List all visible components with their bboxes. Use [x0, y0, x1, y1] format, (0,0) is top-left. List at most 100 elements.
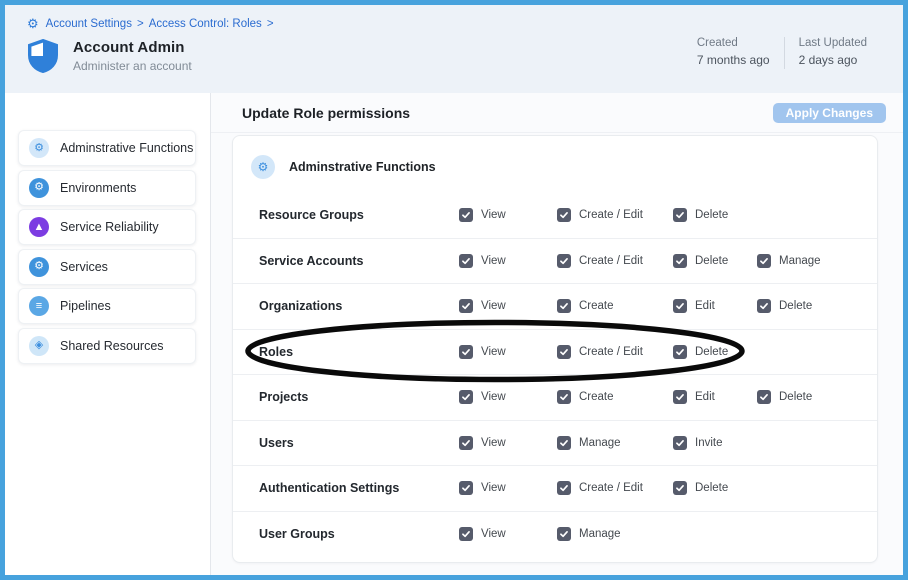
permission-resource-groups-delete: Delete: [673, 207, 729, 222]
permission-service-accounts-view: View: [459, 253, 506, 268]
permission-service-accounts-delete: Delete: [673, 253, 728, 268]
last-updated-label: Last Updated: [798, 37, 867, 49]
last-updated-value: 2 days ago: [798, 53, 858, 67]
title-row: Account Admin Administer an account: [27, 39, 885, 73]
permission-resource-groups-view: View: [459, 207, 506, 222]
main-panel: Update Role permissions Apply Changes ⚙ …: [211, 93, 903, 575]
permission-organizations-create: Create: [557, 299, 614, 314]
checkbox-create-edit-checked[interactable]: [557, 207, 571, 222]
checkbox-delete-checked[interactable]: [673, 253, 687, 268]
permission-label: Manage: [579, 436, 621, 449]
permission-organizations-delete: Delete: [757, 299, 812, 314]
checkbox-create-checked[interactable]: [557, 390, 571, 405]
sidebar-item-label: Pipelines: [60, 299, 111, 313]
permission-label: Delete: [695, 482, 729, 495]
sidebar-item-service-reliability[interactable]: ▲ Service Reliability: [18, 209, 196, 245]
checkbox-manage-checked[interactable]: [557, 435, 571, 450]
section-header: ⚙ Adminstrative Functions: [233, 136, 877, 192]
permission-label: Manage: [779, 254, 821, 267]
apply-changes-button[interactable]: Apply Changes: [772, 102, 886, 123]
checkbox-manage-checked[interactable]: [557, 526, 571, 541]
permission-users-manage: Manage: [557, 435, 621, 450]
permission-label: Create / Edit: [579, 254, 643, 267]
checkbox-create-edit-checked[interactable]: [557, 481, 571, 496]
checkbox-view-checked[interactable]: [459, 207, 473, 222]
permission-label: View: [481, 345, 506, 358]
checkbox-view-checked[interactable]: [459, 481, 473, 496]
sidebar: ⚙ Adminstrative Functions ⚙ Environments ▲ Se…: [5, 93, 211, 575]
breadcrumb-separator: >: [136, 17, 144, 30]
permission-projects-edit: Edit: [673, 390, 715, 405]
checkbox-edit-checked[interactable]: [673, 390, 687, 405]
checkbox-create-edit-checked[interactable]: [557, 344, 571, 359]
sidebar-item-pipelines[interactable]: ≡ Pipelines: [18, 288, 196, 324]
main-titlebar: Update Role permissions Apply Changes: [211, 93, 903, 133]
breadcrumb-link-access-control-roles[interactable]: Access Control: Roles: [148, 17, 262, 30]
checkbox-create-edit-checked[interactable]: [557, 253, 571, 268]
sidebar-item-services[interactable]: ⚙ Services: [18, 248, 196, 285]
permission-label: Create / Edit: [579, 482, 643, 495]
checkbox-delete-checked[interactable]: [673, 207, 687, 222]
permission-label: Create / Edit: [579, 345, 643, 358]
checkbox-view-checked[interactable]: [459, 299, 473, 314]
sidebar-item-adminstrative-functions[interactable]: ⚙ Adminstrative Functions: [18, 130, 196, 166]
permission-row-label: Projects: [259, 390, 309, 405]
checkbox-delete-checked[interactable]: [757, 390, 771, 405]
permission-label: View: [481, 300, 506, 313]
checkbox-view-checked[interactable]: [459, 253, 473, 268]
sidebar-item-label: Services: [60, 259, 108, 274]
permission-row-roles: Roles View Create / Edit Delete: [233, 328, 877, 375]
permission-projects-delete: Delete: [757, 390, 812, 405]
checkbox-view-checked[interactable]: [459, 390, 473, 405]
permission-row-label: Resource Groups: [259, 207, 364, 222]
permission-user-groups-manage: Manage: [557, 526, 621, 541]
main-title: Update Role permissions: [242, 104, 411, 121]
permission-label: View: [481, 436, 506, 449]
breadcrumb: ⚙ Account Settings > Access Control: Rol…: [27, 17, 885, 30]
checkbox-edit-checked[interactable]: [673, 299, 687, 314]
checkbox-create-checked[interactable]: [557, 299, 571, 314]
permission-label: View: [481, 391, 506, 404]
checkbox-delete-checked[interactable]: [673, 481, 687, 496]
checkbox-invite-checked[interactable]: [673, 435, 687, 450]
permission-projects-view: View: [459, 390, 506, 405]
gear-icon: ⚙: [29, 138, 49, 158]
checkbox-delete-checked[interactable]: [757, 299, 771, 314]
checkbox-delete-checked[interactable]: [673, 344, 687, 359]
permission-row-organizations: Organizations View Create Edit Delete: [233, 283, 877, 329]
checkbox-view-checked[interactable]: [459, 344, 473, 359]
permission-label: Edit: [695, 300, 715, 313]
permission-row-projects: Projects View Create Edit Delete: [233, 374, 877, 420]
checkbox-manage-checked[interactable]: [757, 253, 771, 268]
pipelines-icon: ≡: [29, 296, 49, 316]
sidebar-item-shared-resources[interactable]: ◈ Shared Resources: [18, 327, 196, 364]
permission-label: Delete: [695, 208, 729, 221]
permission-users-invite: Invite: [673, 435, 723, 450]
permission-row-label: Users: [259, 435, 294, 450]
sidebar-item-environments[interactable]: ⚙ Environments: [18, 169, 196, 206]
permission-roles-delete: Delete: [673, 344, 728, 359]
service-reliability-icon: ▲: [29, 217, 49, 237]
created-meta: Created 7 months ago: [683, 37, 784, 67]
sidebar-item-label: Environments: [60, 180, 137, 195]
permission-label: Create: [579, 391, 614, 404]
checkbox-view-checked[interactable]: [459, 435, 473, 450]
permission-label: Invite: [695, 436, 723, 449]
checkbox-view-checked[interactable]: [459, 526, 473, 541]
sidebar-item-label: Adminstrative Functions: [60, 141, 194, 155]
page-header: ⚙ Account Settings > Access Control: Rol…: [5, 5, 903, 93]
permission-authentication-settings-view: View: [459, 481, 506, 496]
shared-resources-icon: ◈: [29, 335, 49, 356]
meta-divider: [783, 37, 785, 69]
permission-row-authentication-settings: Authentication Settings View Create / Edit…: [233, 465, 877, 511]
permission-rows: Resource Groups View Create / Edit Delete Se…: [233, 192, 877, 556]
permission-label: Manage: [579, 527, 621, 540]
breadcrumb-link-account-settings[interactable]: Account Settings: [45, 17, 132, 30]
created-value: 7 months ago: [696, 53, 770, 67]
permission-projects-create: Create: [557, 390, 614, 405]
permission-label: View: [481, 482, 506, 495]
content: ⚙ Adminstrative Functions ⚙ Environments ▲ Se…: [5, 93, 903, 575]
permission-label: View: [481, 254, 506, 267]
permission-roles-create-edit: Create / Edit: [557, 344, 643, 359]
